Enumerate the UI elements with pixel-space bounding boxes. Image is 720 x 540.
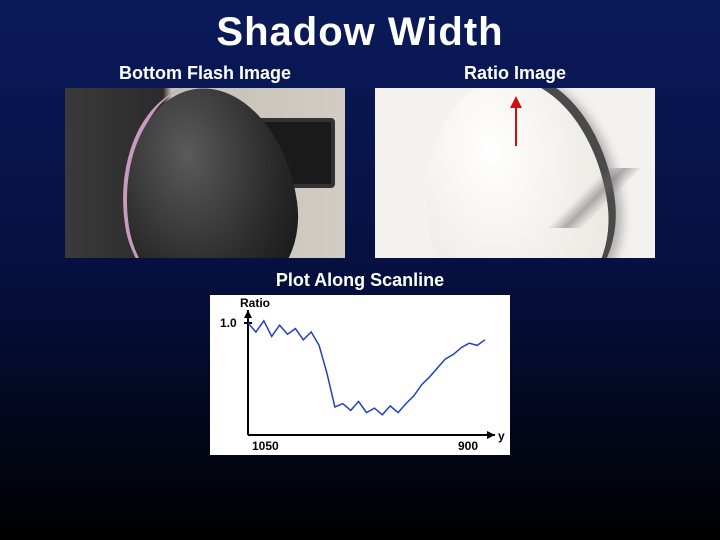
plot-section: Plot Along Scanline Ratio 1.0 1050 900 y [0,270,720,455]
plot-line [248,321,485,415]
x-tick-left-label: 1050 [252,439,279,453]
x-axis-label: y [498,429,505,443]
y-tick-label: 1.0 [220,316,237,330]
right-panel: Ratio Image [375,63,655,258]
x-axis-arrow-icon [487,431,495,439]
bottom-flash-image [65,88,345,258]
chair-shape [111,88,309,258]
ratio-image [375,88,655,258]
right-panel-label: Ratio Image [464,63,566,84]
x-tick-right-label: 900 [458,439,478,453]
left-panel: Bottom Flash Image [65,63,345,258]
y-axis-arrow-icon [244,310,252,318]
scanline-plot: Ratio 1.0 1050 900 y [210,295,510,455]
y-axis-label: Ratio [240,296,270,310]
plot-label: Plot Along Scanline [276,270,444,291]
shadow-edge [535,168,655,228]
slide-title: Shadow Width [0,0,720,55]
image-row: Bottom Flash Image Ratio Image [0,63,720,258]
left-panel-label: Bottom Flash Image [119,63,291,84]
scanline-arrow-icon [515,106,517,146]
